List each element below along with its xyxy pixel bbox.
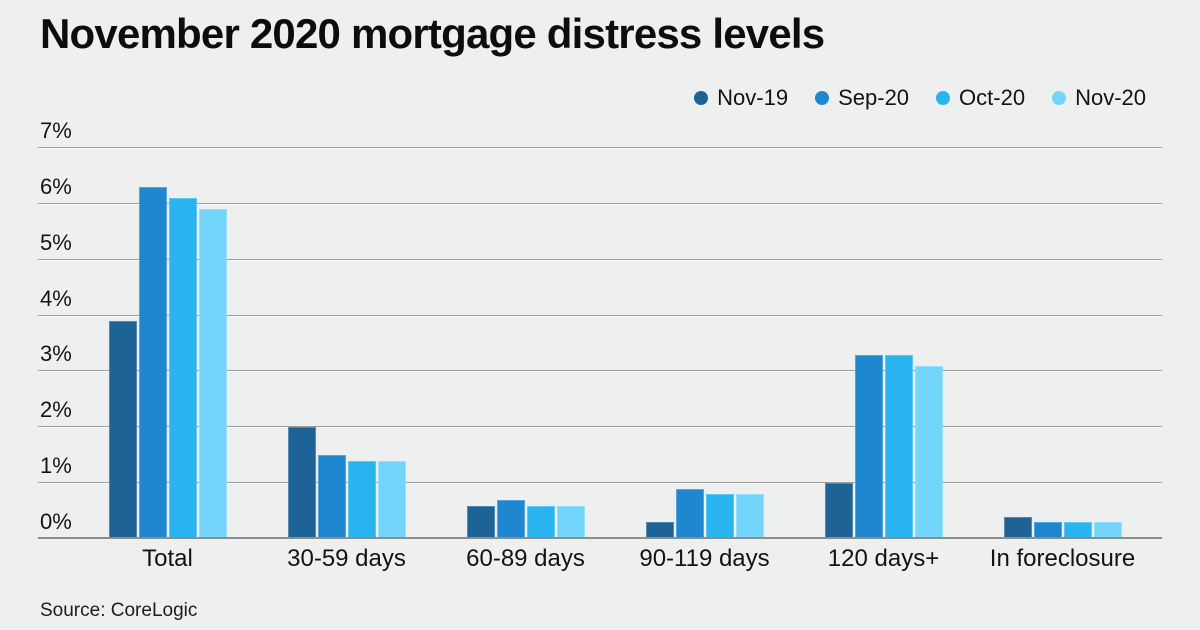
x-label-60-89-days: 60-89 days	[466, 545, 585, 572]
gridline-3pct	[38, 370, 1162, 372]
legend-dot-nov-19	[694, 91, 709, 105]
bar-30-59-days-oct-20	[347, 460, 376, 539]
y-tick-label-5pct: 5%	[40, 229, 72, 255]
bar-total-sep-20	[138, 187, 167, 539]
legend-item-nov-20: Nov-20	[1052, 85, 1146, 111]
bar-30-59-days-sep-20	[317, 455, 346, 539]
bar-in-foreclosure-sep-20	[1033, 522, 1062, 539]
bar-total-nov-20	[198, 209, 227, 539]
x-axis-labels: Total 30-59 days 60-89 days 90-119 days 120 …	[78, 545, 1152, 573]
bar-groups	[78, 148, 1152, 539]
y-tick-label-7pct: 7%	[40, 118, 72, 143]
bar-total-oct-20	[168, 198, 197, 539]
source-note: Source: CoreLogic	[40, 600, 198, 621]
legend-label-oct-20: Oct-20	[959, 85, 1026, 110]
bar-group-60-89-days	[436, 148, 615, 539]
x-label-120-days-: 120 days+	[827, 545, 940, 572]
legend-dot-oct-20	[936, 91, 951, 105]
gridline-7pct	[38, 147, 1162, 148]
chart-legend: Nov-19 Sep-20 Oct-20 Nov-20	[694, 85, 1146, 111]
x-label-in-foreclosure: In foreclosure	[989, 545, 1136, 572]
bar-group-120-days-	[794, 148, 973, 539]
bar-90-119-days-nov-20	[735, 494, 764, 539]
y-tick-label-0pct: 0%	[40, 509, 72, 534]
gridline-5pct	[38, 258, 1162, 260]
bar-in-foreclosure-nov-20	[1093, 522, 1122, 539]
legend-item-oct-20: Oct-20	[936, 85, 1025, 111]
bar-in-foreclosure-oct-20	[1063, 522, 1092, 539]
bar-90-119-days-oct-20	[705, 494, 734, 539]
y-tick-label-6pct: 6%	[40, 173, 72, 199]
bar-total-nov-19	[108, 321, 137, 539]
bar-60-89-days-nov-20	[556, 505, 585, 539]
gridline-6pct	[38, 202, 1162, 204]
bar-60-89-days-nov-19	[466, 505, 495, 539]
y-tick-label-2pct: 2%	[40, 397, 72, 423]
plot-area: 0% 1% 2% 3% 4% 5% 6% 7%	[38, 120, 1162, 539]
gridline-2pct	[38, 426, 1162, 428]
gridline-4pct	[38, 314, 1162, 316]
legend-dot-nov-20	[1052, 91, 1067, 105]
x-axis-line	[38, 537, 1162, 539]
bar-120-days--sep-20	[854, 354, 883, 539]
bar-120-days--nov-19	[824, 483, 853, 539]
legend-dot-sep-20	[815, 91, 830, 105]
bar-90-119-days-sep-20	[675, 488, 704, 539]
bar-group-in-foreclosure	[973, 148, 1152, 539]
bar-in-foreclosure-nov-19	[1003, 516, 1032, 539]
x-label-total: Total	[142, 545, 193, 572]
y-tick-label-3pct: 3%	[40, 341, 72, 367]
bar-group-90-119-days	[615, 148, 794, 539]
legend-label-nov-20: Nov-20	[1075, 85, 1146, 110]
bar-30-59-days-nov-20	[377, 460, 406, 539]
y-tick-label-4pct: 4%	[40, 285, 72, 311]
bar-60-89-days-oct-20	[526, 505, 555, 539]
legend-label-sep-20: Sep-20	[838, 85, 910, 110]
legend-item-sep-20: Sep-20	[815, 85, 909, 111]
gridline-1pct	[38, 482, 1162, 484]
legend-label-nov-19: Nov-19	[717, 85, 789, 110]
x-label-30-59-days: 30-59 days	[287, 545, 406, 572]
bar-120-days--nov-20	[914, 365, 943, 539]
y-tick-label-1pct: 1%	[40, 453, 72, 479]
x-label-90-119-days: 90-119 days	[639, 545, 770, 572]
bar-group-30-59-days	[257, 148, 436, 539]
bar-120-days--oct-20	[884, 354, 913, 539]
legend-item-nov-19: Nov-19	[694, 85, 788, 111]
bar-group-total	[78, 148, 257, 539]
bar-30-59-days-nov-19	[287, 427, 316, 539]
chart-title: November 2020 mortgage distress levels	[40, 10, 825, 57]
bar-60-89-days-sep-20	[496, 499, 525, 539]
bar-90-119-days-nov-19	[645, 522, 674, 539]
